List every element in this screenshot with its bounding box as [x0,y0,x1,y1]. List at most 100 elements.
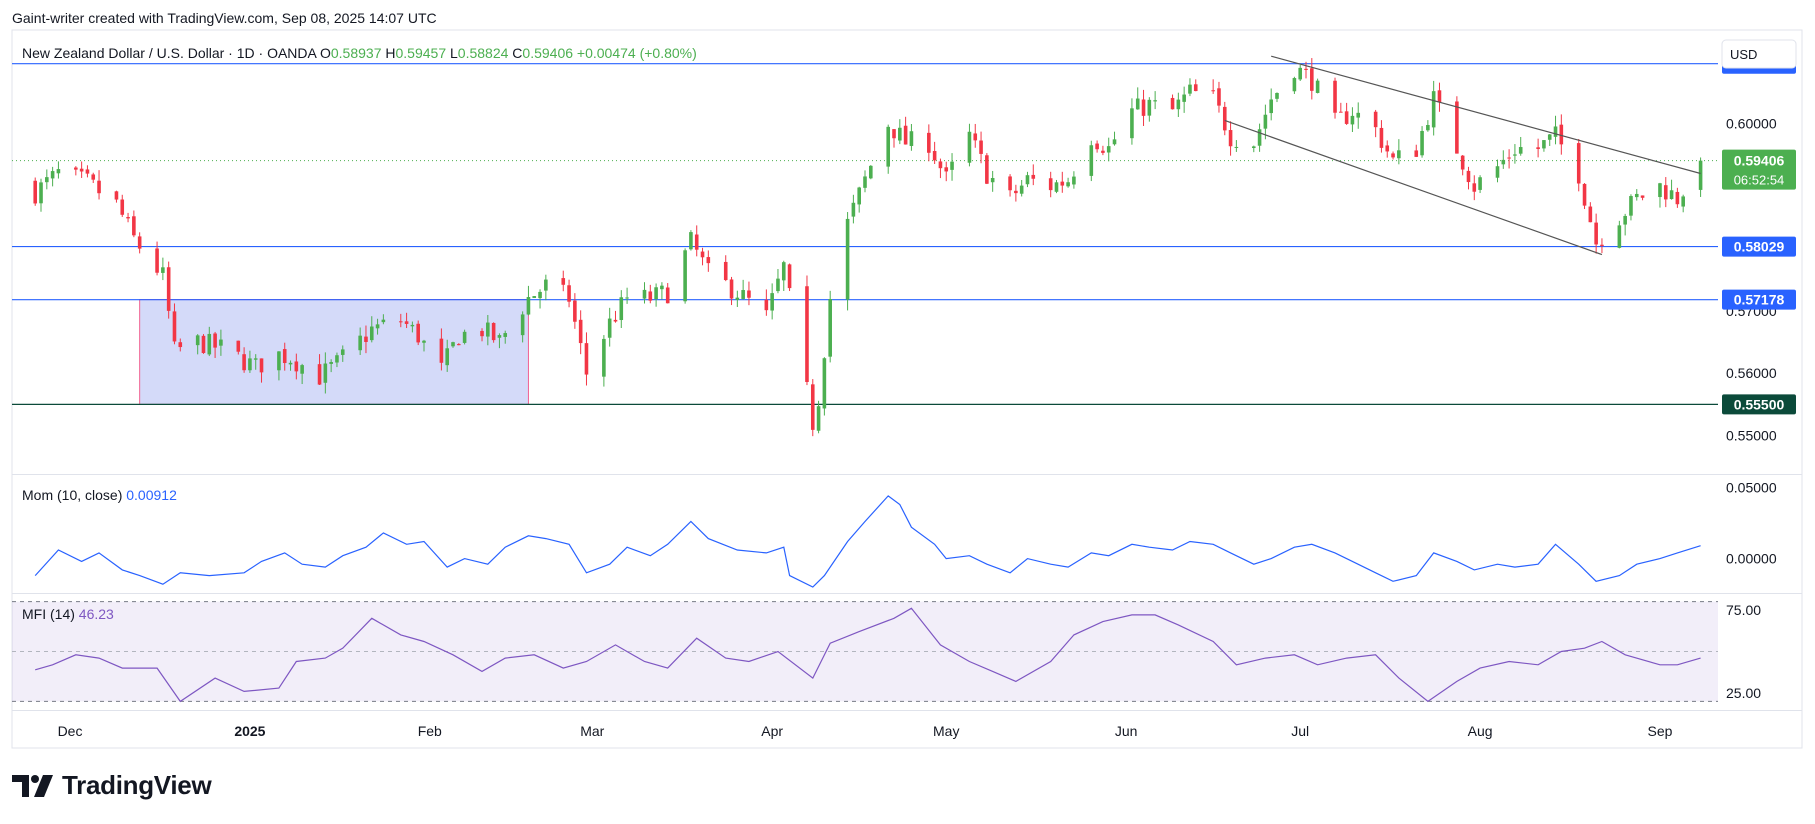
candle-body [1048,178,1053,191]
candle-body [404,321,409,324]
candle-body [567,285,571,302]
candle-body [526,297,531,315]
candle-body [178,342,183,348]
candle-body [1234,146,1239,148]
candle-body [155,248,159,273]
candle-body [1698,160,1703,190]
chart-canvas[interactable]: 0.600000.570000.560000.550000.609600.580… [0,0,1815,760]
candle-body [1066,182,1070,187]
candle-body [1339,111,1343,113]
candle-body [1397,150,1401,159]
legend-fragment: 46.23 [79,606,114,622]
candle-body [1275,92,1279,99]
time-axis-tick-label: Dec [58,723,83,739]
candle-body [1495,166,1500,178]
level-price-label: 0.55500 [1734,396,1785,412]
candle-body [1089,145,1094,176]
candle-body [480,330,484,337]
candle-body [950,161,954,170]
mfi-series-line [35,607,1701,703]
price-axis-tick-label: 0.55000 [1726,428,1777,444]
candle-body [335,355,339,363]
price-axis-tick-label: 0.56000 [1726,365,1777,381]
candle-body [845,218,850,300]
candle-body [1135,98,1140,110]
candle-body [1193,84,1198,92]
candle-body [253,358,258,360]
candle-body [97,180,101,194]
momentum-pane [34,495,1701,588]
candle-body [1634,193,1639,198]
candle-body [1379,127,1384,148]
candle-body [654,287,658,300]
candle-body [439,338,444,363]
candle-body [1420,130,1424,156]
candle-body [1188,84,1192,94]
candle-body [1060,181,1065,186]
time-axis-tick-label: Jun [1115,723,1138,739]
candle-body [375,324,380,329]
bar-countdown-label: 06:52:54 [1734,173,1785,188]
candle-body [1414,150,1419,157]
candle-body [903,125,908,145]
candle-body [1681,196,1685,207]
mfi-pane [12,601,1718,703]
candle-body [1553,126,1558,137]
time-axis-tick-label: Aug [1468,723,1493,739]
legend-fragment: 0.58824 [458,45,513,61]
candle-body [1217,88,1221,106]
candle-body [1014,190,1018,194]
candle-body [120,199,125,215]
time-axis-tick-label: Jul [1291,723,1309,739]
candle-body [1426,125,1430,131]
candle-body [1675,191,1680,205]
candle-body [1025,175,1030,185]
candle-body [462,331,467,343]
grid-layer [11,29,1803,749]
candle-body [1385,145,1390,152]
chart-attribution: Gaint-writer created with TradingView.co… [12,10,437,26]
candle-body [665,287,670,304]
candle-body [1211,90,1215,92]
candle-body [1588,206,1593,223]
level-price-label: 0.57178 [1734,292,1785,308]
candle-body [1072,176,1076,185]
candle-body [457,344,461,346]
candle-body [927,132,931,153]
candle-body [422,340,426,343]
candle-body [863,176,867,188]
candle-body [451,342,455,347]
candle-body [544,279,548,291]
candle-body [1518,147,1523,154]
candle-body [1112,139,1117,145]
candle-body [944,167,949,172]
legend-fragment: 0.59457 [396,45,451,61]
candle-body [236,340,241,352]
candle-body [602,338,606,377]
candle-body [723,261,728,281]
candle-body [317,364,322,385]
candle-body [85,169,90,174]
brand-logo-block[interactable]: TradingView [12,770,212,801]
momentum-series-line [34,495,1701,588]
candle-body [358,335,362,351]
candle-body [39,182,43,204]
candle-body [729,279,734,299]
candle-body [207,333,212,355]
legend-fragment: L [450,45,458,61]
candle-body [329,362,333,364]
candle-body [561,278,566,285]
price-axis-tick-label: 0.60000 [1726,116,1777,132]
candle-body [805,286,809,382]
candle-body [1437,90,1442,103]
candle-body [1466,170,1471,183]
time-axis-tick-label: Sep [1648,723,1673,739]
candle-body [898,127,902,141]
candle-body [573,300,577,322]
candle-body [967,131,972,163]
candle-body [683,250,687,302]
candle-body [213,333,217,348]
candle-body [1153,100,1157,102]
candle-body [764,299,769,311]
candle-body [816,406,821,431]
